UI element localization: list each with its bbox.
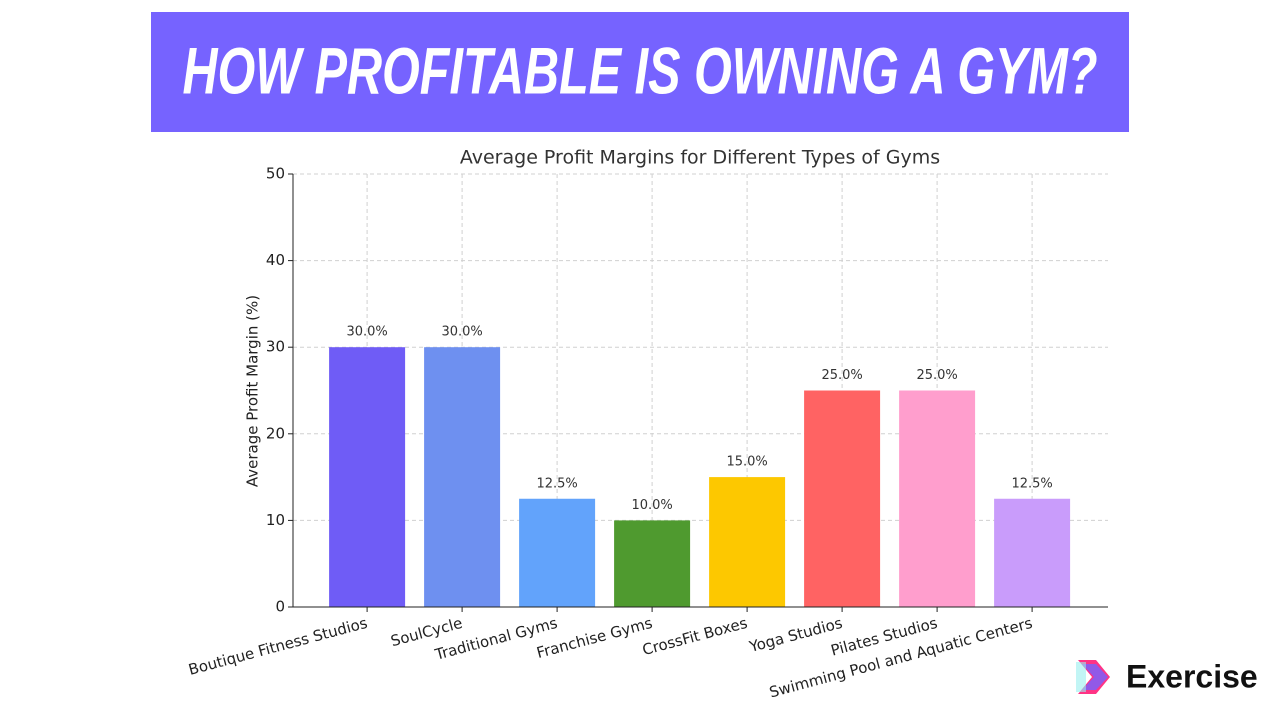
y-axis-label: Average Profit Margin (%) bbox=[244, 295, 262, 487]
bar bbox=[519, 498, 596, 607]
bar bbox=[424, 347, 501, 607]
value-label: 30.0% bbox=[346, 325, 387, 340]
y-tick-label: 20 bbox=[266, 424, 285, 442]
bar bbox=[994, 498, 1071, 607]
brand-name: Exercise bbox=[1126, 658, 1258, 694]
value-label: 15.0% bbox=[726, 455, 767, 470]
plot: 0 10 20 30 40 50 30.0% Boutique Fitness Studios… bbox=[187, 165, 1108, 701]
banner-title: HOW PROFITABLE IS OWNING A GYM? bbox=[183, 33, 1098, 107]
bar bbox=[709, 477, 786, 607]
y-tick-label: 40 bbox=[266, 251, 285, 269]
y-tick-label: 50 bbox=[266, 165, 285, 183]
value-label: 30.0% bbox=[441, 325, 482, 340]
y-tick-label: 0 bbox=[275, 598, 285, 616]
bar bbox=[804, 390, 881, 607]
y-tick-label: 30 bbox=[266, 338, 285, 356]
value-label: 25.0% bbox=[916, 368, 957, 383]
brand-logo bbox=[1076, 660, 1110, 694]
value-label: 10.0% bbox=[631, 498, 672, 513]
y-tick-label: 10 bbox=[266, 511, 285, 529]
x-tick-label: Yoga Studios bbox=[747, 614, 845, 656]
value-label: 12.5% bbox=[536, 476, 577, 491]
bar bbox=[899, 390, 976, 607]
bar bbox=[329, 347, 406, 607]
value-label: 25.0% bbox=[821, 368, 862, 383]
banner bbox=[151, 12, 1129, 132]
value-label: 12.5% bbox=[1011, 476, 1052, 491]
bar bbox=[614, 520, 691, 607]
x-tick-label: CrossFit Boxes bbox=[640, 614, 749, 659]
x-tick-label: Boutique Fitness Studios bbox=[187, 614, 370, 679]
chart-title: Average Profit Margins for Different Typ… bbox=[460, 147, 940, 169]
